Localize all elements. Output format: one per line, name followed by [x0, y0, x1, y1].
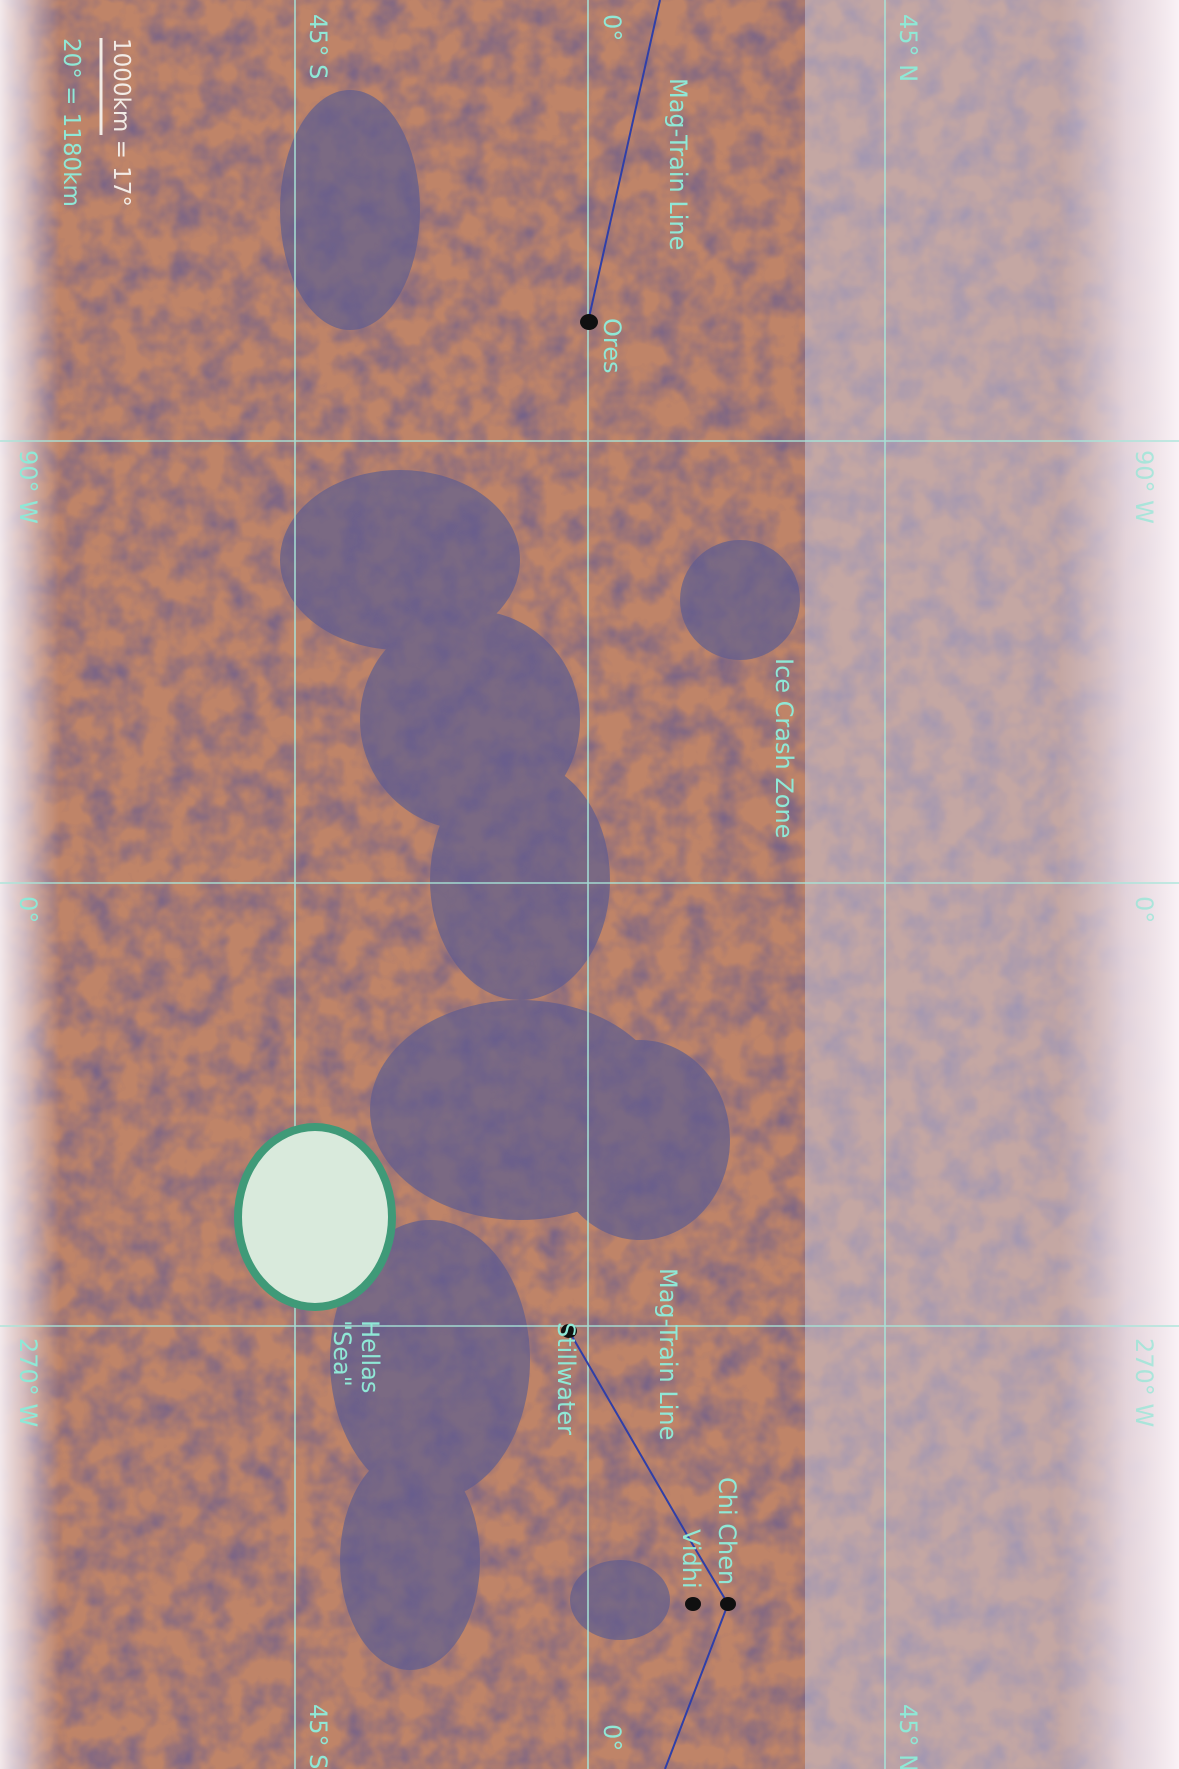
- lat-label-0-bottom: 0°: [598, 1724, 626, 1751]
- ice-crash-zone-label: Ice Crash Zone: [770, 658, 798, 838]
- mag-train-route-north: [587, 0, 661, 323]
- ores-marker[interactable]: [580, 314, 598, 330]
- lon-label-0-left: 0°: [14, 896, 42, 923]
- stillwater-label: Stillwater: [552, 1322, 580, 1435]
- hellas-sea-label: "Sea": [328, 1320, 356, 1387]
- lat-label-45n-bottom: 45° N: [894, 1704, 922, 1769]
- ores-label: Ores: [598, 318, 626, 374]
- lat-label-45n-top: 45° N: [894, 14, 922, 82]
- vidhi-marker[interactable]: [685, 1597, 701, 1611]
- mag-train-line-label-north: Mag-Train Line: [664, 78, 692, 250]
- scale-label-km: 1000km = 17°: [108, 38, 134, 207]
- hellas-sea[interactable]: [234, 1123, 396, 1311]
- chi-chen-label: Chi Chen: [713, 1477, 741, 1585]
- hellas-label: Hellas: [356, 1320, 384, 1393]
- lon-label-90w-left: 90° W: [14, 450, 42, 524]
- mag-train-line-label-south: Mag-Train Line: [654, 1268, 682, 1440]
- stillwater-marker[interactable]: [561, 1324, 577, 1338]
- lon-label-0-right: 0°: [1130, 896, 1158, 923]
- lon-label-90w-right: 90° W: [1130, 450, 1158, 524]
- vidhi-label: Vidhi: [677, 1529, 705, 1589]
- lat-label-45s-bottom: 45° S: [304, 1704, 332, 1769]
- chi-chen-marker[interactable]: [720, 1597, 736, 1611]
- lon-label-270w-left: 270° W: [14, 1338, 42, 1427]
- settlements: [561, 314, 736, 1611]
- mag-train-route-south: [568, 1330, 730, 1769]
- scale-label-degrees: 20° = 1180km: [58, 38, 84, 207]
- lat-label-45s-top: 45° S: [304, 14, 332, 79]
- lat-label-0-top: 0°: [598, 14, 626, 41]
- lon-label-270w-right: 270° W: [1130, 1338, 1158, 1427]
- mag-train-routes: [568, 0, 730, 1769]
